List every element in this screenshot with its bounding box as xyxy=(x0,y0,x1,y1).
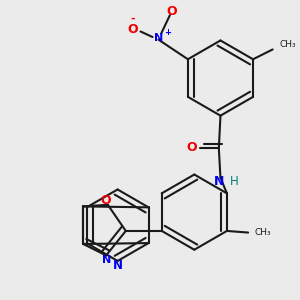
Text: -: - xyxy=(130,14,135,23)
Text: N: N xyxy=(154,33,163,43)
Text: +: + xyxy=(164,28,171,37)
Text: O: O xyxy=(127,23,138,36)
Text: N: N xyxy=(214,175,224,188)
Text: CH₃: CH₃ xyxy=(279,40,296,49)
Text: O: O xyxy=(186,141,197,154)
Text: O: O xyxy=(166,5,177,18)
Text: O: O xyxy=(101,194,112,207)
Text: N: N xyxy=(112,259,123,272)
Text: H: H xyxy=(230,175,239,188)
Text: N: N xyxy=(102,255,111,266)
Text: CH₃: CH₃ xyxy=(255,228,271,237)
